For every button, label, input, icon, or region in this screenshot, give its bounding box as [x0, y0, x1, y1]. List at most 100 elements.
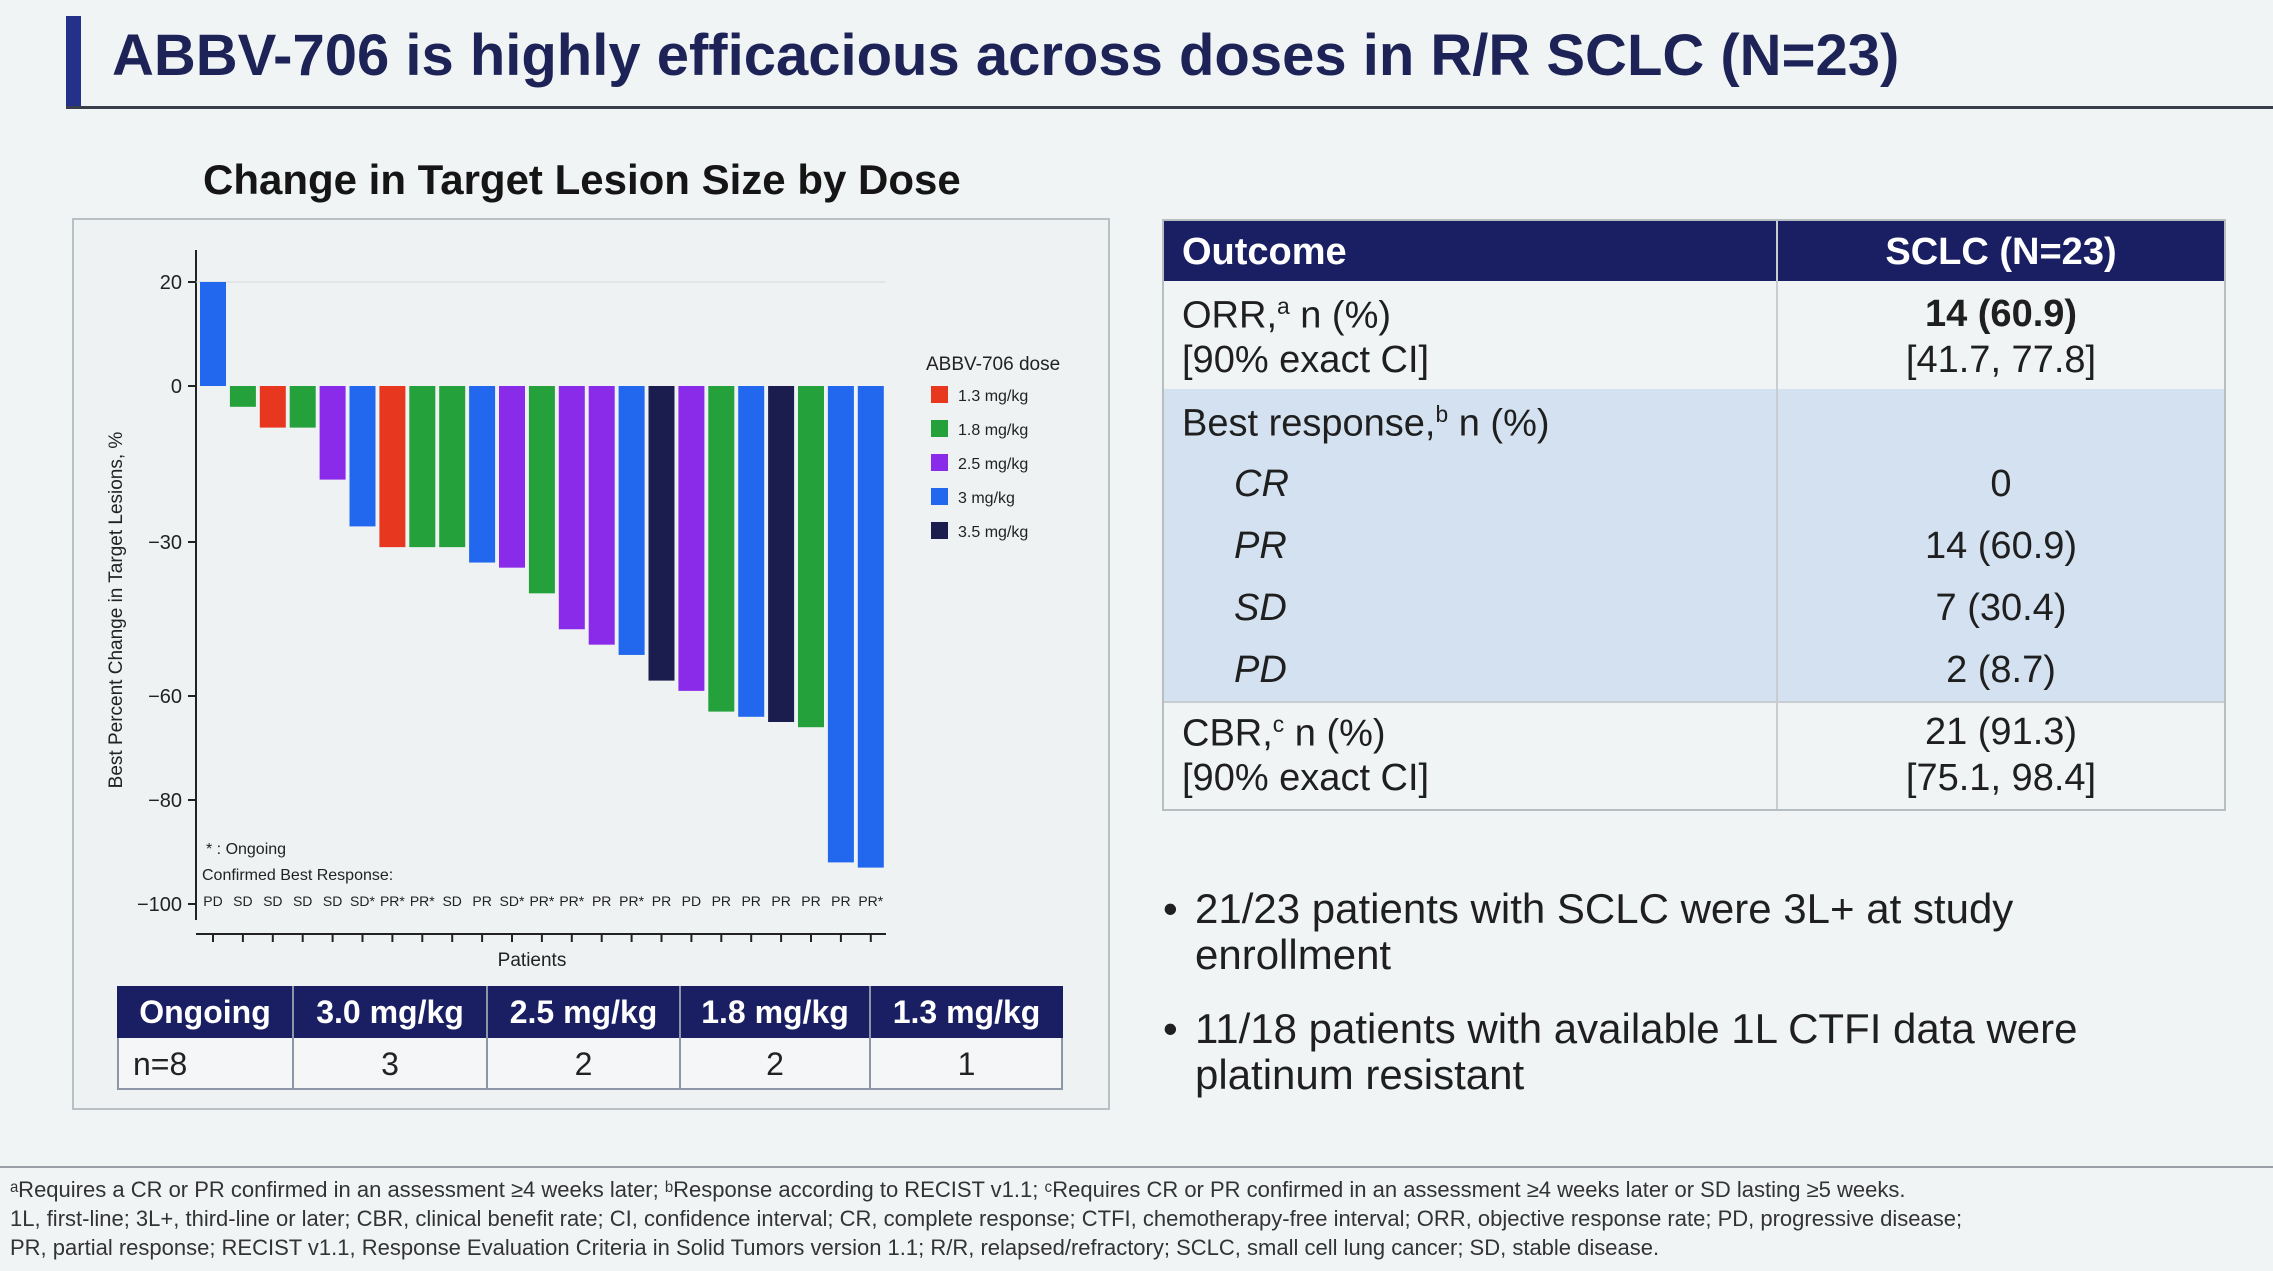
- cbr-ci-label: [90% exact CI]: [1182, 757, 1430, 799]
- response-label: PR*: [529, 893, 554, 909]
- response-label: SD: [233, 893, 252, 909]
- response-label: PR*: [858, 893, 883, 909]
- orr-label: ORR,a n (%): [1182, 293, 1392, 337]
- bullet-item: • 21/23 patients with SCLC were 3L+ at st…: [1163, 885, 2013, 978]
- legend-label: 1.8 mg/kg: [958, 422, 1028, 439]
- response-pr-value: 14 (60.9): [1924, 525, 2078, 567]
- title-divider: [66, 106, 2273, 109]
- bar: [768, 386, 795, 722]
- ongoing-header-cell: 3.0 mg/kg: [316, 994, 464, 1030]
- legend-title: ABBV-706 dose: [926, 354, 1060, 375]
- bar: [678, 386, 705, 691]
- response-pd-value: 2 (8.7): [1946, 649, 2056, 691]
- bar: [319, 386, 346, 480]
- best-response-band: [1164, 389, 2224, 703]
- response-label: PR: [712, 893, 731, 909]
- legend-swatch: [931, 386, 948, 403]
- response-sd-value: 7 (30.4): [1935, 587, 2067, 629]
- bar: [588, 386, 615, 645]
- ongoing-table: Ongoing 3.0 mg/kg 2.5 mg/kg 1.8 mg/kg 1.…: [117, 986, 1063, 1090]
- response-label: PR: [831, 893, 850, 909]
- bar: [648, 386, 675, 681]
- cbr-value: 21 (91.3): [1924, 711, 2078, 753]
- ongoing-table-header: [117, 986, 1063, 1038]
- response-label: SD: [263, 893, 282, 909]
- waterfall-chart: 20 0 −30 −60 −80 −100 Best Percent Change in T…: [106, 250, 1060, 971]
- ongoing-header-cell: 1.8 mg/kg: [701, 994, 849, 1030]
- orr-value: 14 (60.9): [1924, 293, 2078, 335]
- y-tick-label: 20: [160, 272, 182, 294]
- response-label: SD: [442, 893, 461, 909]
- footnote-divider: [0, 1166, 2273, 1168]
- response-label: PR: [801, 893, 820, 909]
- bar: [259, 386, 286, 428]
- ongoing-value-cell: 2: [766, 1046, 784, 1082]
- bar: [738, 386, 765, 717]
- ongoing-value-cell: n=8: [133, 1046, 188, 1082]
- cbr-label: CBR,c n (%): [1182, 711, 1386, 755]
- footnote-line: PR, partial response; RECIST v1.1, Respo…: [10, 1235, 1660, 1260]
- outcome-table-header: Outcome SCLC (N=23): [1164, 221, 2224, 281]
- response-label: SD: [293, 893, 312, 909]
- ongoing-header-cell: Ongoing: [139, 994, 271, 1030]
- y-tick-label: −60: [148, 686, 182, 708]
- bar: [379, 386, 406, 548]
- response-pr-label: PR: [1234, 525, 1287, 567]
- response-label: SD*: [350, 893, 375, 909]
- bar: [827, 386, 854, 863]
- cbr-ci-value: [75.1, 98.4]: [1905, 757, 2097, 799]
- ongoing-col-divider: [292, 986, 294, 1090]
- ongoing-col-divider: [486, 986, 488, 1090]
- orr-ci-value: [41.7, 77.8]: [1905, 339, 2097, 381]
- response-label: PR: [472, 893, 491, 909]
- response-label: SD: [323, 893, 342, 909]
- response-sd-label: SD: [1234, 587, 1287, 629]
- orr-ci-label: [90% exact CI]: [1182, 339, 1430, 381]
- bar: [289, 386, 316, 428]
- legend-swatch: [931, 420, 948, 437]
- bar: [349, 386, 376, 527]
- bullet-text: 11/18 patients with available 1L CTFI da…: [1195, 1005, 2078, 1098]
- title-accent-bar: [66, 16, 81, 106]
- response-label: PR*: [619, 893, 644, 909]
- response-pd-label: PD: [1234, 649, 1287, 691]
- response-label: PR*: [559, 893, 584, 909]
- y-tick-label: −80: [148, 790, 182, 812]
- ongoing-col-divider: [869, 986, 871, 1090]
- y-tick-label: −30: [148, 532, 182, 554]
- bar: [528, 386, 555, 594]
- x-axis-label: Patients: [498, 950, 567, 971]
- sclc-header: SCLC (N=23): [1885, 231, 2117, 273]
- legend-swatch: [931, 488, 948, 505]
- bar: [857, 386, 884, 868]
- bar: [229, 386, 256, 407]
- y-axis-label: Best Percent Change in Target Lesions, %: [106, 432, 127, 789]
- bar: [439, 386, 466, 548]
- legend-swatch: [931, 454, 948, 471]
- response-label: PR*: [380, 893, 405, 909]
- legend-label: 3.5 mg/kg: [958, 524, 1028, 541]
- response-label: PR: [652, 893, 671, 909]
- ongoing-table-body: [117, 1038, 1063, 1090]
- response-cr-label: CR: [1234, 463, 1289, 505]
- bullet-dot: •: [1163, 885, 1178, 932]
- bar: [469, 386, 496, 563]
- ongoing-header-cell: 1.3 mg/kg: [892, 994, 1041, 1030]
- bar: [499, 386, 525, 568]
- y-tick-label: 0: [171, 376, 182, 398]
- bullet-dot: •: [1163, 1005, 1178, 1052]
- response-label: PR*: [410, 893, 435, 909]
- response-cr-value: 0: [1990, 463, 2012, 505]
- response-label: PR: [741, 893, 760, 909]
- response-label: PD: [203, 893, 222, 909]
- row-divider: [1164, 701, 2224, 703]
- outcome-header: Outcome: [1182, 231, 1347, 273]
- response-label: PR: [771, 893, 790, 909]
- bar: [618, 386, 645, 655]
- outcome-col-divider: [1776, 221, 1778, 809]
- outcome-table: Outcome SCLC (N=23) ORR,a n (%) [90% exa…: [1162, 219, 2226, 811]
- ongoing-value-cell: 2: [574, 1046, 593, 1082]
- bar: [708, 386, 735, 712]
- ongoing-value-cell: 1: [957, 1046, 976, 1082]
- legend-swatch: [931, 522, 948, 539]
